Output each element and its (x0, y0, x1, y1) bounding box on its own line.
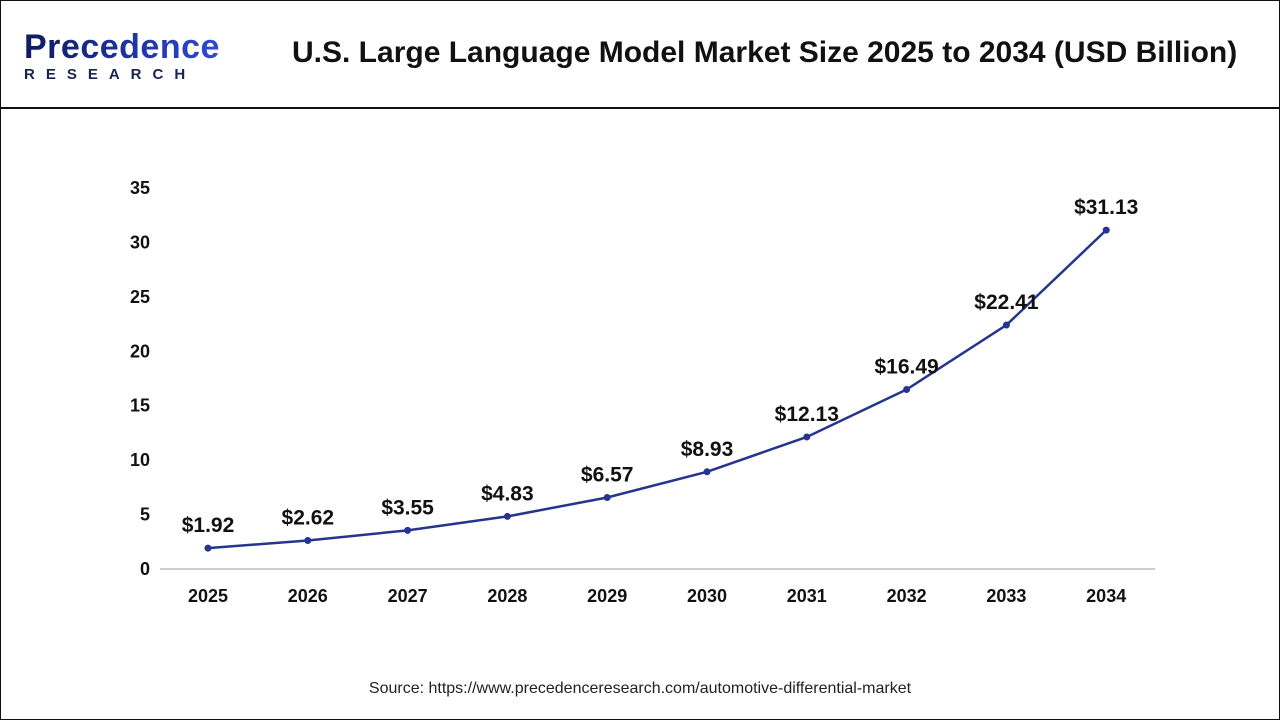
data-point (703, 468, 711, 476)
data-point (204, 544, 212, 552)
data-label: $31.13 (1074, 196, 1138, 219)
y-tick-label: 10 (130, 450, 150, 470)
source-note: Source: https://www.precedenceresearch.c… (368, 680, 912, 697)
x-tick-label: 2033 (986, 586, 1026, 606)
data-point (603, 493, 611, 501)
data-point (1002, 321, 1010, 329)
x-tick-label: 2034 (1086, 586, 1126, 606)
data-label: $4.83 (481, 482, 534, 505)
data-point (404, 526, 412, 534)
x-tick-label: 2032 (887, 586, 927, 606)
data-label: $12.13 (775, 403, 839, 426)
series-line (207, 229, 1108, 550)
x-tick-label: 2026 (288, 586, 328, 606)
data-label: $3.55 (381, 496, 434, 519)
x-tick-label: 2029 (587, 586, 627, 606)
data-label: $2.62 (282, 506, 335, 529)
data-label: $8.93 (681, 438, 734, 461)
y-tick-label: 35 (130, 178, 150, 198)
data-label: $1.92 (182, 514, 235, 537)
data-label: $22.41 (974, 291, 1039, 314)
logo-main-text: Precedence (24, 28, 220, 66)
y-tick-label: 25 (130, 287, 150, 307)
y-tick-label: 20 (130, 341, 150, 361)
data-point (503, 512, 511, 520)
y-tick-label: 15 (130, 396, 150, 416)
data-label: $6.57 (581, 463, 634, 486)
x-tick-label: 2025 (188, 586, 228, 606)
chart-title: U.S. Large Language Model Market Size 20… (292, 36, 1238, 69)
x-tick-label: 2030 (687, 586, 727, 606)
y-tick-label: 30 (130, 232, 150, 252)
data-point (803, 433, 811, 441)
data-label: $16.49 (874, 355, 938, 378)
x-tick-label: 2031 (787, 586, 827, 606)
logo-sub-text: RESEARCH (24, 66, 197, 83)
x-tick-label: 2027 (388, 586, 428, 606)
x-tick-label: 2028 (487, 586, 527, 606)
header: Precedence RESEARCH U.S. Large Language … (0, 0, 1280, 109)
precedence-research-logo: Precedence RESEARCH (24, 30, 220, 83)
data-point (903, 385, 911, 393)
data-point (304, 536, 312, 544)
y-tick-label: 0 (140, 559, 150, 579)
y-tick-label: 5 (140, 505, 150, 525)
data-point (1102, 226, 1110, 234)
